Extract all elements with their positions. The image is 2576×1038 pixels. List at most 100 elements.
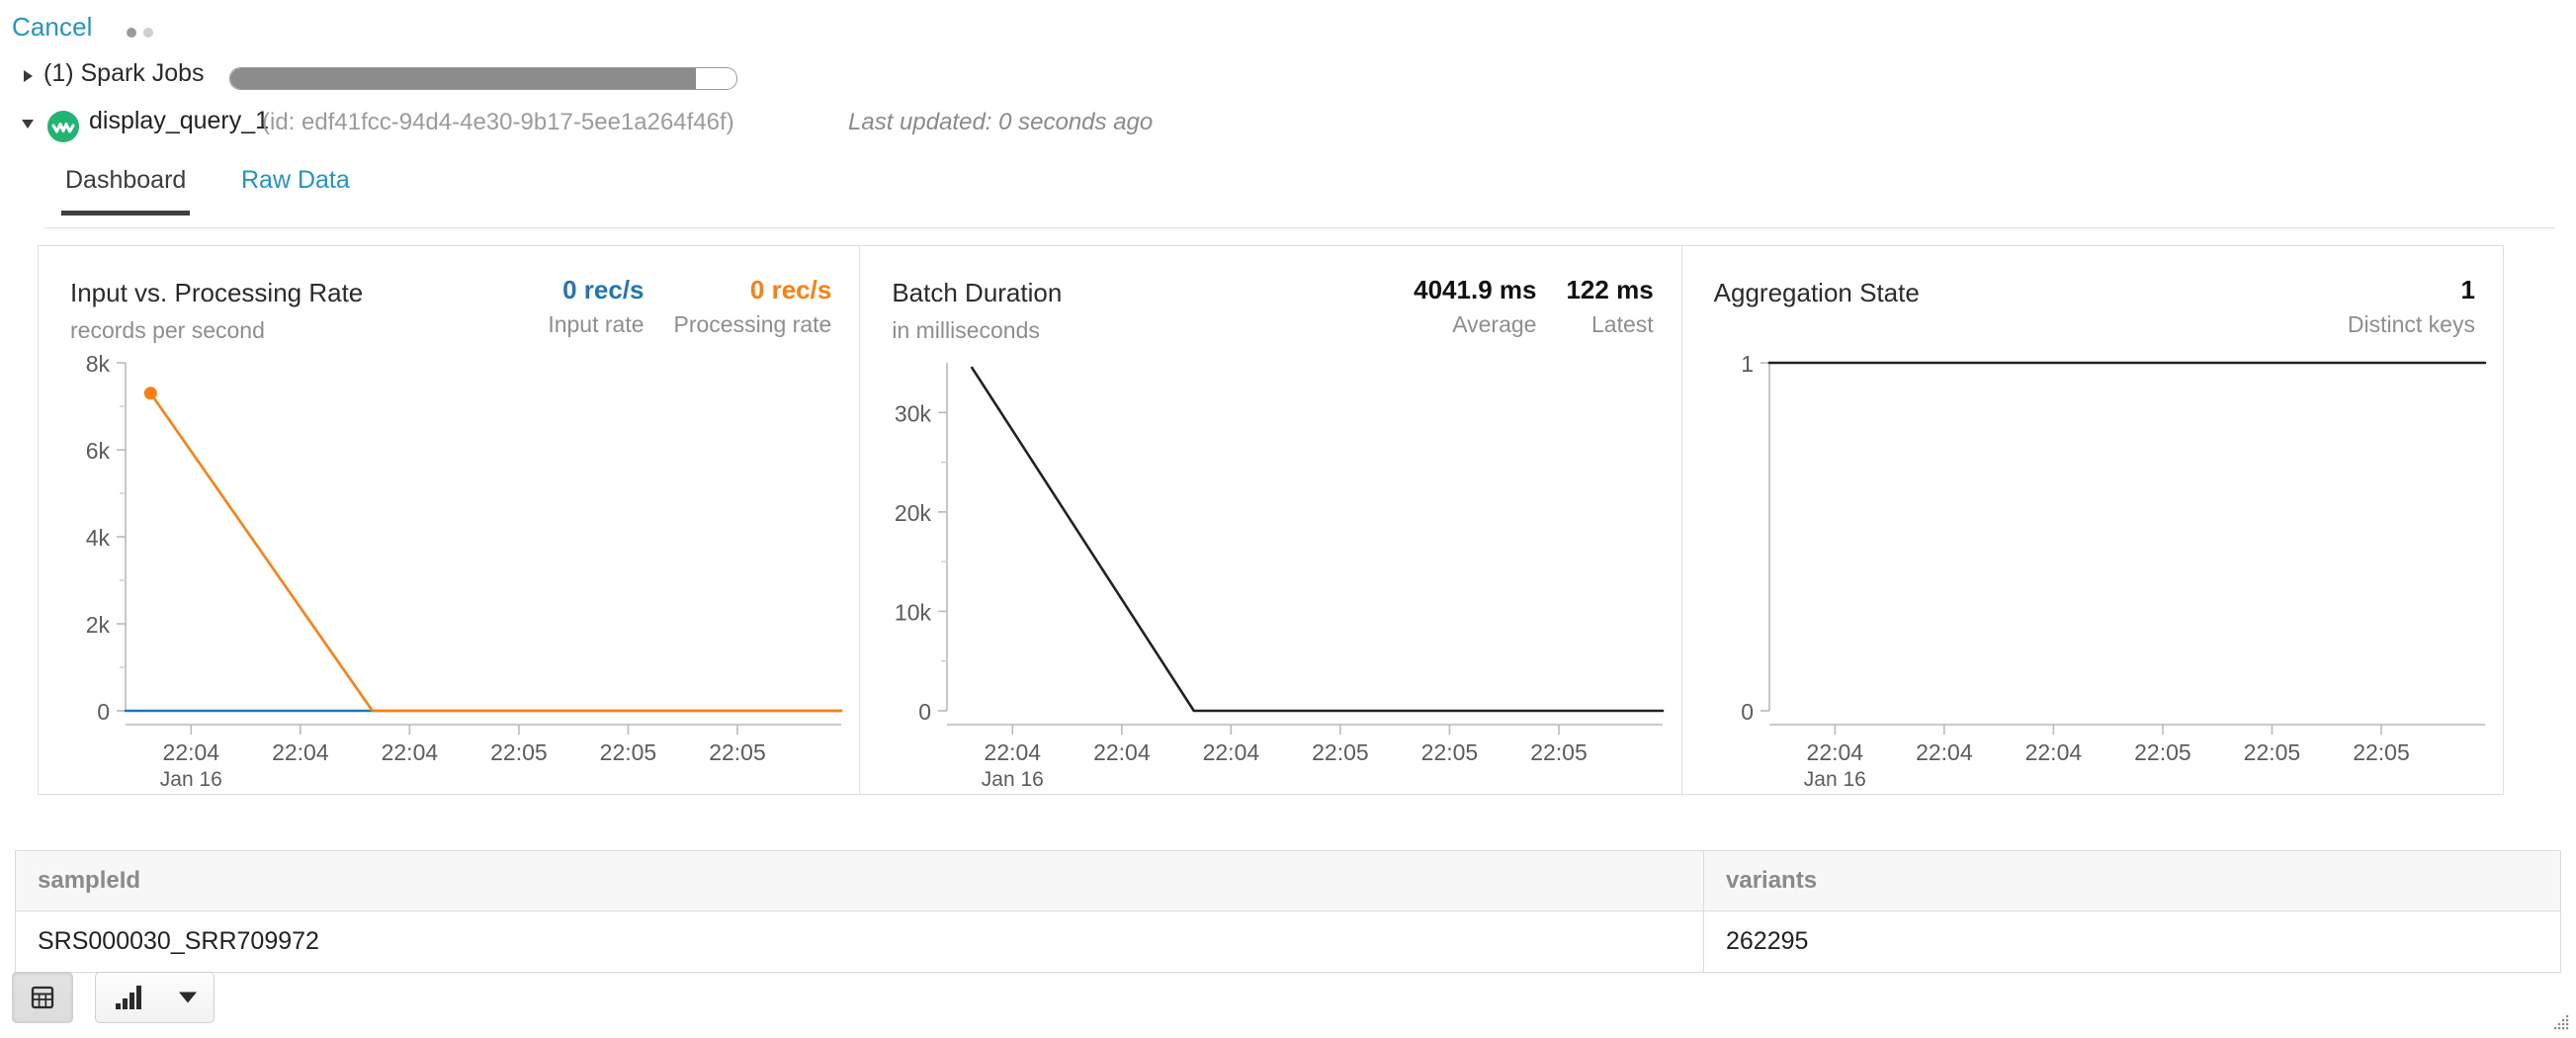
chart-batch-duration: 0 10k 20k 30k 22:04 Jan 16 22:04 22:04 22:05 22:0… <box>860 353 1680 796</box>
svg-text:22:05: 22:05 <box>600 739 657 765</box>
svg-text:22:05: 22:05 <box>1421 739 1479 765</box>
stat-value: 122 ms <box>1566 275 1654 304</box>
svg-text:0: 0 <box>1741 699 1754 725</box>
stat-label: Distinct keys <box>2347 310 2475 337</box>
svg-text:22:05: 22:05 <box>490 739 548 765</box>
svg-text:22:04: 22:04 <box>272 739 329 765</box>
stat-processing-rate: 0 rec/s Processing rate <box>673 275 832 344</box>
tab-bar: Dashboard Raw Data <box>0 166 2576 237</box>
svg-text:22:04: 22:04 <box>1806 739 1863 765</box>
bar-chart-icon <box>116 986 142 1009</box>
svg-text:20k: 20k <box>895 500 932 526</box>
triangle-down-icon[interactable] <box>22 120 34 129</box>
panel-header: Aggregation State 1 Distinct keys <box>1682 246 2503 353</box>
stat-label: Latest <box>1591 310 1654 337</box>
panel-stats: 1 Distinct keys <box>2347 275 2475 344</box>
svg-text:22:05: 22:05 <box>709 739 766 765</box>
tab-bar-divider <box>44 227 2555 228</box>
svg-text:22:05: 22:05 <box>1312 739 1369 765</box>
stat-value: 0 rec/s <box>749 275 832 304</box>
svg-text:22:05: 22:05 <box>2134 739 2191 765</box>
stat-label: Processing rate <box>673 310 832 337</box>
spark-jobs-label[interactable]: (1) Spark Jobs <box>43 59 205 87</box>
panel-stats: 4041.9 ms Average 122 ms Latest <box>1414 275 1654 344</box>
loading-dot-1-icon <box>127 28 136 38</box>
stat-latest: 122 ms Latest <box>1566 275 1654 344</box>
chart-view-button-group <box>95 972 215 1023</box>
tab-dashboard[interactable]: Dashboard <box>61 166 191 216</box>
svg-text:6k: 6k <box>86 438 111 464</box>
tab-raw-data[interactable]: Raw Data <box>241 166 350 194</box>
dashboard-panel-group: Input vs. Processing Rate records per se… <box>38 245 2504 795</box>
svg-text:22:04: 22:04 <box>1093 739 1151 765</box>
stat-value: 1 <box>2460 275 2475 304</box>
stat-input-rate: 0 rec/s Input rate <box>548 275 644 344</box>
table-icon <box>31 986 54 1009</box>
stat-value: 0 rec/s <box>562 275 644 304</box>
svg-text:22:04: 22:04 <box>1916 739 1973 765</box>
cancel-link[interactable]: Cancel <box>12 12 93 42</box>
svg-text:10k: 10k <box>895 599 932 625</box>
svg-text:22:05: 22:05 <box>1531 739 1589 765</box>
table-row[interactable]: SRS000030_SRR709972 262295 <box>16 911 2560 973</box>
panel-subtitle: in milliseconds <box>892 317 1040 343</box>
table-view-button[interactable] <box>12 972 73 1023</box>
column-header-variants[interactable]: variants <box>1726 867 1818 894</box>
column-header-sampleid[interactable]: sampleId <box>16 851 1704 910</box>
top-bar: Cancel <box>0 0 2576 61</box>
panel-batch-duration: Batch Duration in milliseconds 4041.9 ms… <box>859 246 1680 794</box>
loading-dots-indicator <box>127 28 166 40</box>
svg-text:22:04: 22:04 <box>985 739 1042 765</box>
results-table: sampleId variants SRS000030_SRR709972 26… <box>15 850 2561 973</box>
spark-jobs-row: (1) Spark Jobs <box>0 57 2576 99</box>
caret-down-icon <box>178 992 197 1003</box>
stat-label: Input rate <box>548 310 644 337</box>
stat-distinct-keys: 1 Distinct keys <box>2347 275 2475 344</box>
svg-text:30k: 30k <box>895 400 932 426</box>
stat-average: 4041.9 ms Average <box>1414 275 1537 344</box>
svg-text:1: 1 <box>1741 353 1754 377</box>
svg-text:4k: 4k <box>86 525 111 551</box>
svg-text:0: 0 <box>919 699 932 725</box>
stat-label: Average <box>1452 310 1537 337</box>
panel-title: Batch Duration <box>892 278 1063 307</box>
view-toolbar <box>12 972 215 1027</box>
chart-options-button[interactable] <box>161 972 215 1023</box>
query-row: display_query_1 (id: edf41fcc-94d4-4e30-… <box>0 106 2576 151</box>
progress-fill <box>230 68 697 89</box>
table-header-row: sampleId variants <box>16 851 2560 911</box>
panel-input-vs-processing-rate: Input vs. Processing Rate records per se… <box>39 246 859 794</box>
query-id: (id: edf41fcc-94d4-4e30-9b17-5ee1a264f46… <box>262 109 734 135</box>
cell-variants: 262295 <box>1726 927 1809 955</box>
svg-text:0: 0 <box>97 699 110 725</box>
panel-header: Batch Duration in milliseconds 4041.9 ms… <box>860 246 1680 353</box>
svg-text:22:04: 22:04 <box>1203 739 1260 765</box>
query-name[interactable]: display_query_1 <box>89 107 270 134</box>
chart-aggregation-state: 0 1 22:04 Jan 16 22:04 22:04 22:05 22:05 22:05 <box>1682 353 2503 796</box>
svg-text:8k: 8k <box>86 353 111 377</box>
stat-value: 4041.9 ms <box>1414 275 1537 304</box>
spark-jobs-progress-bar[interactable] <box>229 67 737 90</box>
svg-text:22:04: 22:04 <box>163 739 220 765</box>
chart-input-vs-processing-rate: 0 2k 4k 6k 8k 22:04 Jan 16 22:04 22:04 22:05 22:05… <box>39 353 859 796</box>
chart-view-button[interactable] <box>95 972 163 1023</box>
triangle-right-icon[interactable] <box>24 70 33 82</box>
svg-text:22:05: 22:05 <box>2353 739 2410 765</box>
resize-grip-icon[interactable] <box>2548 1011 2570 1033</box>
svg-text:22:04: 22:04 <box>2024 739 2082 765</box>
svg-text:2k: 2k <box>86 612 111 638</box>
svg-text:Jan 16: Jan 16 <box>160 768 222 791</box>
panel-aggregation-state: Aggregation State 1 Distinct keys 0 1 22:0… <box>1680 246 2503 796</box>
svg-text:Jan 16: Jan 16 <box>982 768 1044 791</box>
cell-sampleid: SRS000030_SRR709972 <box>16 911 1704 972</box>
svg-text:22:05: 22:05 <box>2243 739 2300 765</box>
panel-subtitle: records per second <box>70 317 265 343</box>
panel-stats: 0 rec/s Input rate 0 rec/s Processing ra… <box>548 275 832 344</box>
streaming-active-icon <box>47 111 79 142</box>
loading-dot-2-icon <box>143 28 153 38</box>
panel-title: Aggregation State <box>1713 278 1920 307</box>
panel-title: Input vs. Processing Rate <box>70 278 364 307</box>
svg-text:Jan 16: Jan 16 <box>1803 768 1865 791</box>
last-updated-text: Last updated: 0 seconds ago <box>848 109 1154 135</box>
svg-text:22:04: 22:04 <box>382 739 439 765</box>
